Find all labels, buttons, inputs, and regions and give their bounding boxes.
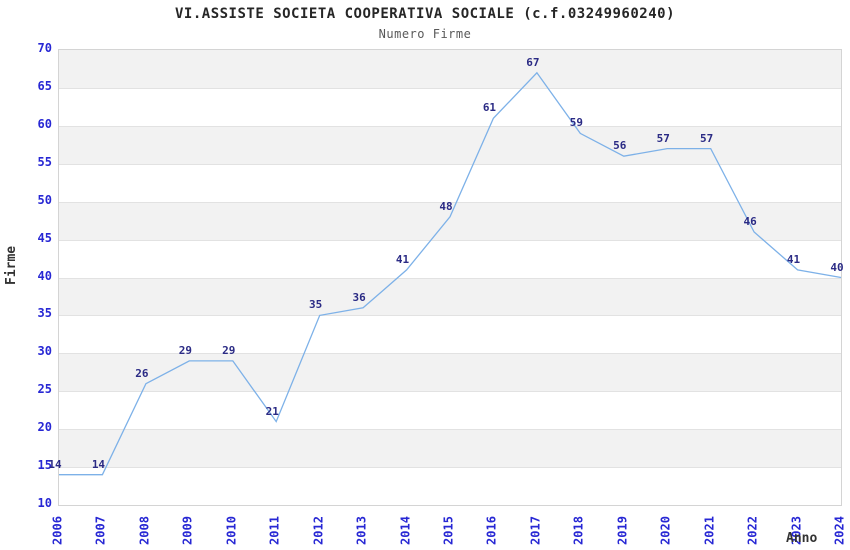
plot-area: 14 14 26 29 29 21 35 36 41 48 61 67 59 56 57 57 46 41 40: [48, 49, 844, 506]
gridline: [59, 391, 841, 393]
plot-band: [59, 50, 841, 88]
data-point-label: 41: [786, 252, 801, 266]
gridline: [59, 125, 841, 127]
data-point-label: 57: [700, 131, 714, 145]
data-point-label: 59: [569, 116, 583, 130]
data-point-label: 41: [395, 252, 410, 266]
x-tick-label: 2024: [832, 516, 847, 545]
y-tick-label: 45: [37, 230, 52, 245]
gridline: [59, 353, 841, 355]
y-tick-label: 35: [37, 306, 52, 321]
x-tick-label: 2018: [571, 516, 586, 545]
x-tick-label: 2010: [224, 516, 239, 545]
y-tick-label: 65: [37, 78, 52, 93]
line-series: [59, 71, 842, 476]
chart-subtitle: Numero Firme: [378, 27, 472, 41]
data-point-label: 48: [439, 199, 453, 213]
series-line: [59, 71, 842, 476]
y-tick-label: 55: [37, 154, 52, 169]
x-tick-label: 2020: [658, 516, 673, 545]
data-point-label: 14: [48, 457, 62, 471]
plot-band: [59, 125, 841, 164]
x-tick-label: 2014: [398, 516, 413, 545]
x-tick-label: 2022: [745, 516, 760, 545]
data-point-label: 26: [135, 366, 149, 380]
y-tick-label: 15: [37, 458, 52, 473]
data-point-label: 67: [526, 55, 540, 69]
chart-title: VI.ASSISTE SOCIETA COOPERATIVA SOCIALE (…: [174, 6, 675, 22]
plot-band: [59, 201, 841, 240]
x-tick-label: 2009: [180, 516, 195, 545]
data-point-label: 14: [91, 457, 106, 471]
plot-band: [59, 429, 841, 468]
gridline: [59, 239, 841, 241]
data-point-label: 40: [830, 260, 844, 274]
y-tick-label: 40: [37, 268, 52, 283]
y-tick-label: 60: [37, 116, 52, 131]
y-tick-label: 70: [37, 41, 52, 55]
x-tick-label: 2008: [137, 516, 152, 545]
x-tick-label: 2006: [50, 516, 65, 545]
y-tick-label: 20: [37, 420, 52, 435]
data-point-label: 56: [613, 139, 627, 153]
data-point-label: 57: [656, 131, 670, 145]
x-tick-label: 2007: [93, 516, 108, 545]
gridline: [59, 163, 841, 165]
gridline: [59, 201, 841, 203]
gridline: [59, 429, 841, 431]
gridline: [59, 315, 841, 317]
data-point-label: 36: [352, 290, 366, 304]
data-point-label: 35: [309, 298, 323, 312]
data-point-label: 21: [265, 404, 279, 418]
x-tick-label: 2013: [354, 516, 369, 545]
gridline: [59, 277, 841, 279]
y-tick-label: 30: [37, 344, 52, 359]
x-tick-label: 2016: [484, 516, 499, 545]
plot-band: [59, 277, 841, 316]
data-point-label: 61: [482, 101, 497, 115]
gridline: [59, 87, 841, 89]
x-tick-label: 2012: [311, 516, 326, 545]
y-tick-label: 10: [37, 496, 52, 510]
data-point-label: 29: [222, 343, 236, 357]
plot-band: [59, 353, 841, 392]
x-tick-label: 2017: [528, 516, 543, 545]
x-tick-label: 2011: [267, 516, 282, 545]
y-tick-label: 25: [37, 382, 52, 397]
y-tick-label: 50: [37, 192, 52, 207]
data-point-label: 29: [178, 343, 192, 357]
x-tick-label: 2015: [441, 516, 456, 545]
x-axis-title: Anno: [786, 531, 818, 546]
data-point-label: 46: [743, 215, 757, 228]
gridline: [59, 467, 841, 469]
x-tick-label: 2021: [702, 516, 717, 545]
x-tick-label: 2019: [615, 516, 630, 545]
